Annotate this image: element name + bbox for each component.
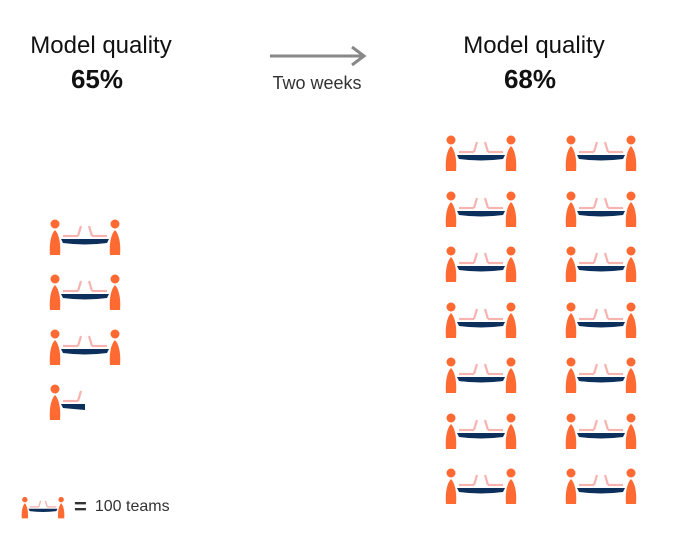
team-at-table-icon xyxy=(443,134,519,172)
team-at-table-icon xyxy=(443,412,519,450)
after-percent: 68% xyxy=(503,64,557,94)
team-at-table-icon xyxy=(47,273,123,311)
team-at-table-icon xyxy=(443,467,519,505)
team-at-table-icon xyxy=(563,245,639,283)
arrow-right-icon xyxy=(270,45,367,67)
team-at-table-icon xyxy=(47,328,123,366)
before-title: Model quality xyxy=(30,32,172,59)
team-at-table-icon xyxy=(563,134,639,172)
team-at-table-icon xyxy=(443,190,519,228)
team-at-table-icon xyxy=(443,245,519,283)
partial-team-icon xyxy=(47,383,123,421)
team-at-table-icon xyxy=(20,496,66,519)
before-percent: 65% xyxy=(70,64,124,94)
team-at-table-icon xyxy=(443,301,519,339)
legend-label: 100 teams xyxy=(94,498,170,515)
team-at-table-icon xyxy=(443,356,519,394)
team-at-table-icon xyxy=(563,412,639,450)
team-at-table-icon xyxy=(47,218,123,256)
legend: = 100 teams xyxy=(20,494,170,520)
after-title: Model quality xyxy=(463,32,605,59)
team-at-table-icon xyxy=(563,356,639,394)
team-at-table-icon xyxy=(563,190,639,228)
team-at-table-icon xyxy=(563,301,639,339)
transition-label: Two weeks xyxy=(272,73,362,93)
team-at-table-icon xyxy=(563,467,639,505)
legend-equals: = xyxy=(74,494,87,519)
